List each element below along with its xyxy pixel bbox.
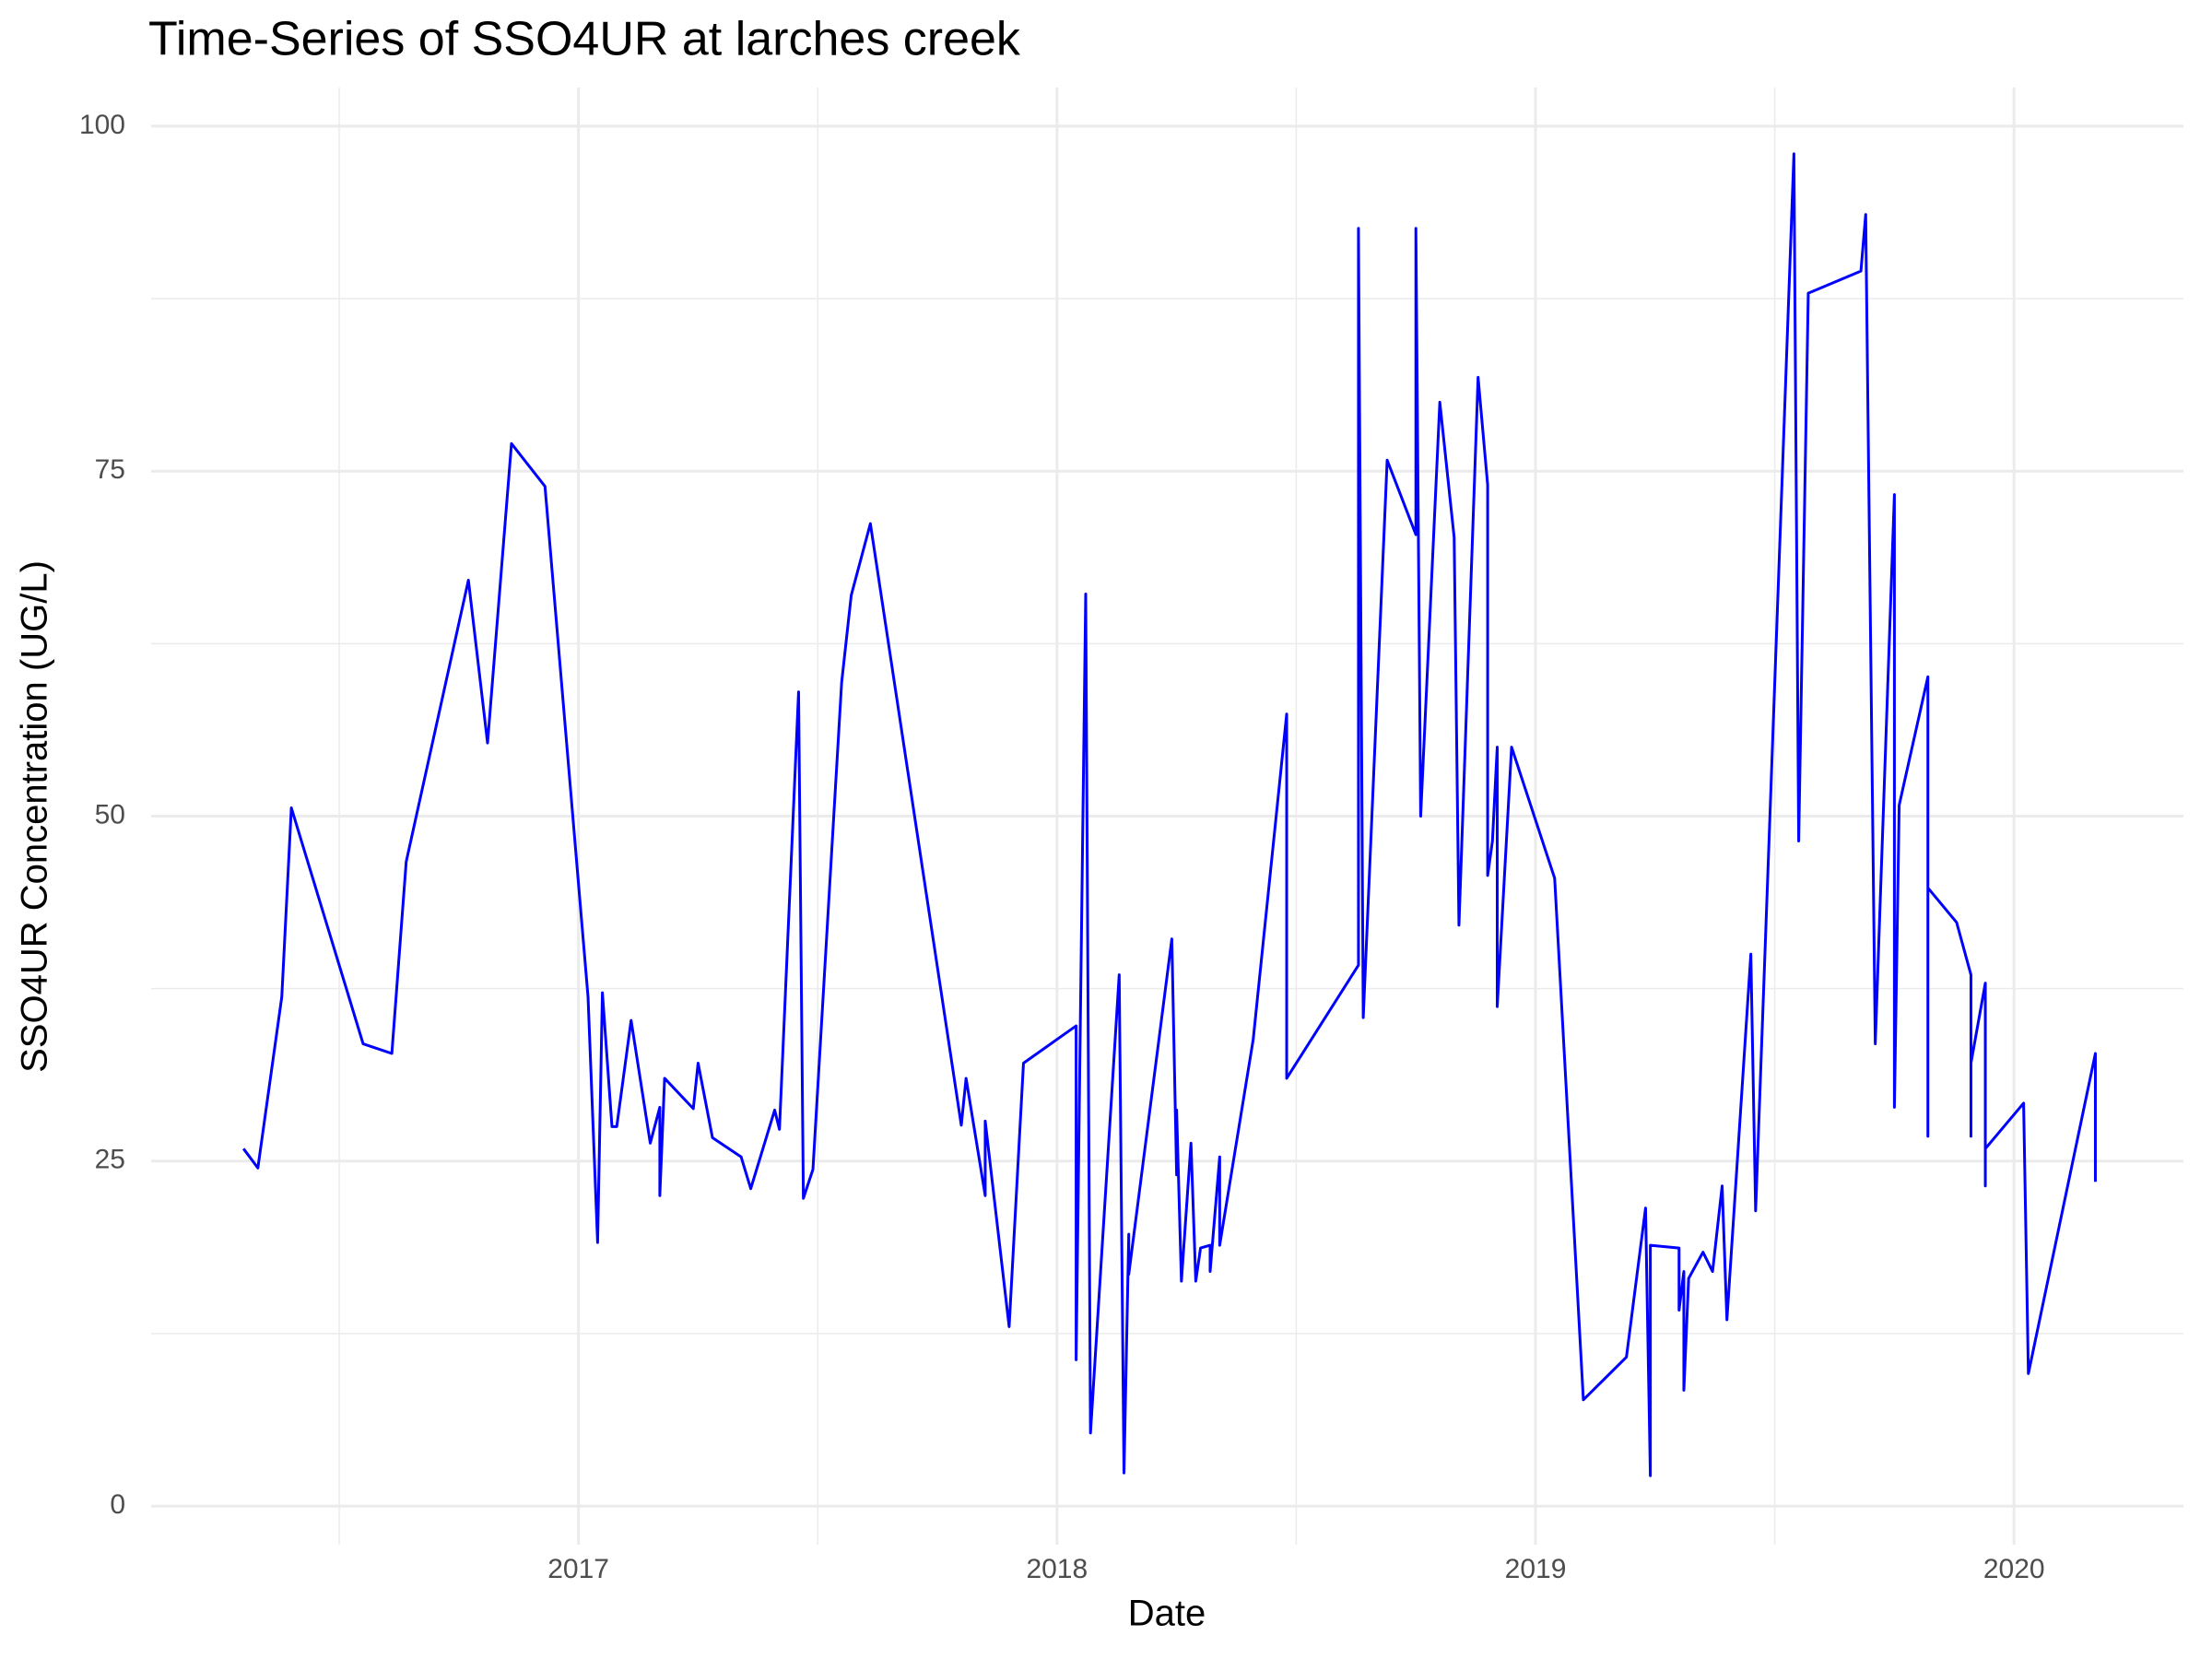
y-tick-label: 25 bbox=[95, 1145, 125, 1175]
data-line bbox=[241, 152, 2097, 1477]
x-tick-label: 2017 bbox=[547, 1554, 609, 1584]
y-tick-label: 75 bbox=[95, 454, 125, 485]
x-tick-label: 2020 bbox=[1983, 1554, 2045, 1584]
x-tick-label: 2019 bbox=[1505, 1554, 1567, 1584]
y-tick-label: 50 bbox=[95, 799, 125, 830]
chart-title: Time-Series of SSO4UR at larches creek bbox=[148, 13, 1021, 66]
y-tick-label: 0 bbox=[110, 1489, 125, 1520]
y-axis-title: SSO4UR Concentration (UG/L) bbox=[15, 560, 55, 1073]
y-tick-label: 100 bbox=[79, 110, 125, 140]
x-tick-label: 2018 bbox=[1026, 1554, 1088, 1584]
x-axis-title: Date bbox=[1128, 1594, 1206, 1634]
